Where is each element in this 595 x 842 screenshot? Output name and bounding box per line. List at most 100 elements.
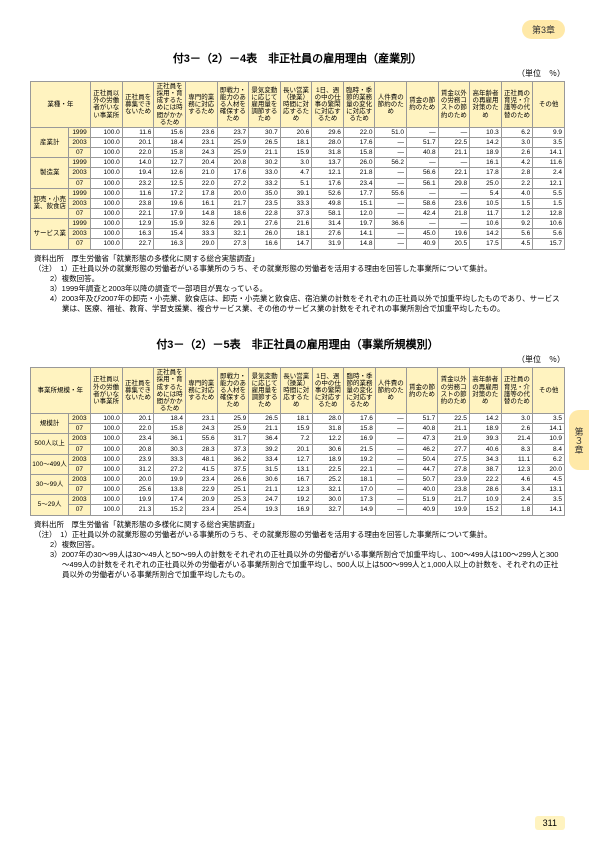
col-header: 人件費の節約のため [375, 368, 406, 414]
data-cell: 3.0 [501, 414, 533, 424]
data-cell: 19.3 [249, 505, 281, 515]
data-cell: 3.0 [280, 158, 312, 168]
data-cell: 24.3 [185, 424, 217, 434]
data-cell: — [407, 219, 439, 229]
data-cell: 23.6 [185, 127, 217, 137]
data-cell: 10.3 [470, 127, 502, 137]
note-line: 3）2007年の30～99人は30～49人と50～99人の計数をそれぞれの正社員… [62, 550, 565, 580]
data-cell: — [375, 454, 406, 464]
data-cell: — [438, 127, 470, 137]
data-cell: 22.9 [185, 485, 217, 495]
data-cell: 100.0 [90, 127, 122, 137]
data-cell: 51.7 [407, 137, 439, 147]
note-line: 2）複数回答。 [62, 540, 565, 550]
data-cell: — [375, 239, 407, 249]
data-cell: 19.2 [280, 495, 312, 505]
data-cell: 100.0 [90, 434, 122, 444]
data-cell: 21.8 [438, 208, 470, 218]
year-cell: 07 [69, 148, 90, 158]
year-cell: 2003 [69, 198, 90, 208]
data-cell: — [375, 168, 407, 178]
data-cell: 56.2 [375, 158, 407, 168]
year-cell: 07 [69, 485, 90, 495]
data-cell: 12.6 [154, 168, 186, 178]
year-cell: 07 [69, 178, 90, 188]
data-cell: 16.3 [122, 229, 154, 239]
data-cell: 18.4 [154, 414, 186, 424]
data-cell: 14.2 [470, 137, 502, 147]
source-text: 資料出所 厚生労働省「就業形態の多様化に関する総合実態調査」 [34, 254, 565, 264]
note-line: 2）複数回答。 [62, 274, 565, 284]
table1-container: 業種・年正社員以外の労働者がいない事業所正社員を募集できないため正社員を採用・育… [30, 81, 565, 250]
data-cell: 2.6 [501, 148, 532, 158]
year-cell: 1999 [69, 219, 90, 229]
data-cell: 5.4 [470, 188, 502, 198]
col-header: 即戦力・能力のある人材を確保するため [217, 82, 249, 128]
data-cell: 38.7 [469, 464, 501, 474]
year-cell: 1999 [69, 127, 90, 137]
data-cell: 49.8 [312, 198, 344, 208]
data-cell: 20.6 [280, 127, 312, 137]
data-cell: 4.0 [501, 188, 532, 198]
data-cell: 15.9 [280, 424, 312, 434]
data-cell: 100.0 [90, 239, 122, 249]
data-cell: 4.2 [501, 158, 532, 168]
data-cell: 100.0 [90, 219, 122, 229]
col-header: その他 [533, 82, 565, 128]
data-cell: 22.0 [122, 148, 154, 158]
data-cell: 36.1 [154, 434, 186, 444]
data-cell: 23.4 [185, 474, 217, 484]
data-cell: 22.7 [122, 239, 154, 249]
data-cell: 21.4 [501, 434, 533, 444]
col-header: 賃金以外の労務コストの節約のため [438, 82, 470, 128]
data-cell: 30.3 [154, 444, 186, 454]
data-cell: 28.3 [185, 444, 217, 454]
data-cell: 27.7 [438, 444, 470, 454]
data-cell: — [375, 464, 406, 474]
data-cell: 15.6 [154, 127, 186, 137]
data-cell: 100.0 [90, 188, 122, 198]
data-cell: 19.9 [122, 495, 154, 505]
data-cell: 45.0 [407, 229, 439, 239]
data-cell: 100.0 [90, 424, 122, 434]
chapter-tab: 第3章 [522, 20, 565, 39]
data-cell: 12.9 [122, 219, 154, 229]
data-cell: 14.7 [280, 239, 312, 249]
data-cell: 30.7 [249, 127, 281, 137]
data-cell: 17.2 [154, 188, 186, 198]
data-cell: 58.6 [407, 198, 439, 208]
data-cell: 22.5 [438, 137, 470, 147]
year-cell: 2003 [69, 434, 90, 444]
data-cell: 40.0 [406, 485, 438, 495]
data-cell: 12.0 [343, 208, 375, 218]
data-cell: 33.2 [249, 178, 281, 188]
data-cell: 23.5 [249, 198, 281, 208]
data-cell: 2.4 [533, 168, 565, 178]
data-cell: 20.4 [185, 158, 217, 168]
data-cell: 12.8 [533, 208, 565, 218]
data-cell: 4.5 [533, 474, 565, 484]
data-cell: 1.5 [533, 198, 565, 208]
data-cell: 21.8 [343, 168, 375, 178]
data-cell: 22.0 [122, 424, 154, 434]
data-cell: 40.9 [407, 239, 439, 249]
data-cell: 100.0 [90, 444, 122, 454]
group-header: 規模計 [31, 414, 69, 434]
data-cell: 100.0 [90, 485, 122, 495]
data-cell: 39.2 [249, 444, 281, 454]
side-chapter-tab: 第３章 [569, 410, 589, 470]
data-cell: 14.1 [533, 148, 565, 158]
data-cell: — [407, 158, 439, 168]
col-header: 正社員の育児・介護等の代替のため [501, 82, 532, 128]
data-cell: 3.5 [533, 495, 565, 505]
data-cell: 15.2 [469, 505, 501, 515]
data-cell: 17.0 [344, 485, 376, 495]
data-cell: 31.9 [312, 239, 344, 249]
data-cell: 14.9 [344, 505, 376, 515]
data-cell: 2.2 [501, 178, 532, 188]
data-cell: — [375, 444, 406, 454]
data-cell: 16.7 [280, 474, 312, 484]
data-cell: 15.8 [343, 148, 375, 158]
data-cell: 22.0 [343, 127, 375, 137]
data-cell: 30.6 [312, 444, 344, 454]
